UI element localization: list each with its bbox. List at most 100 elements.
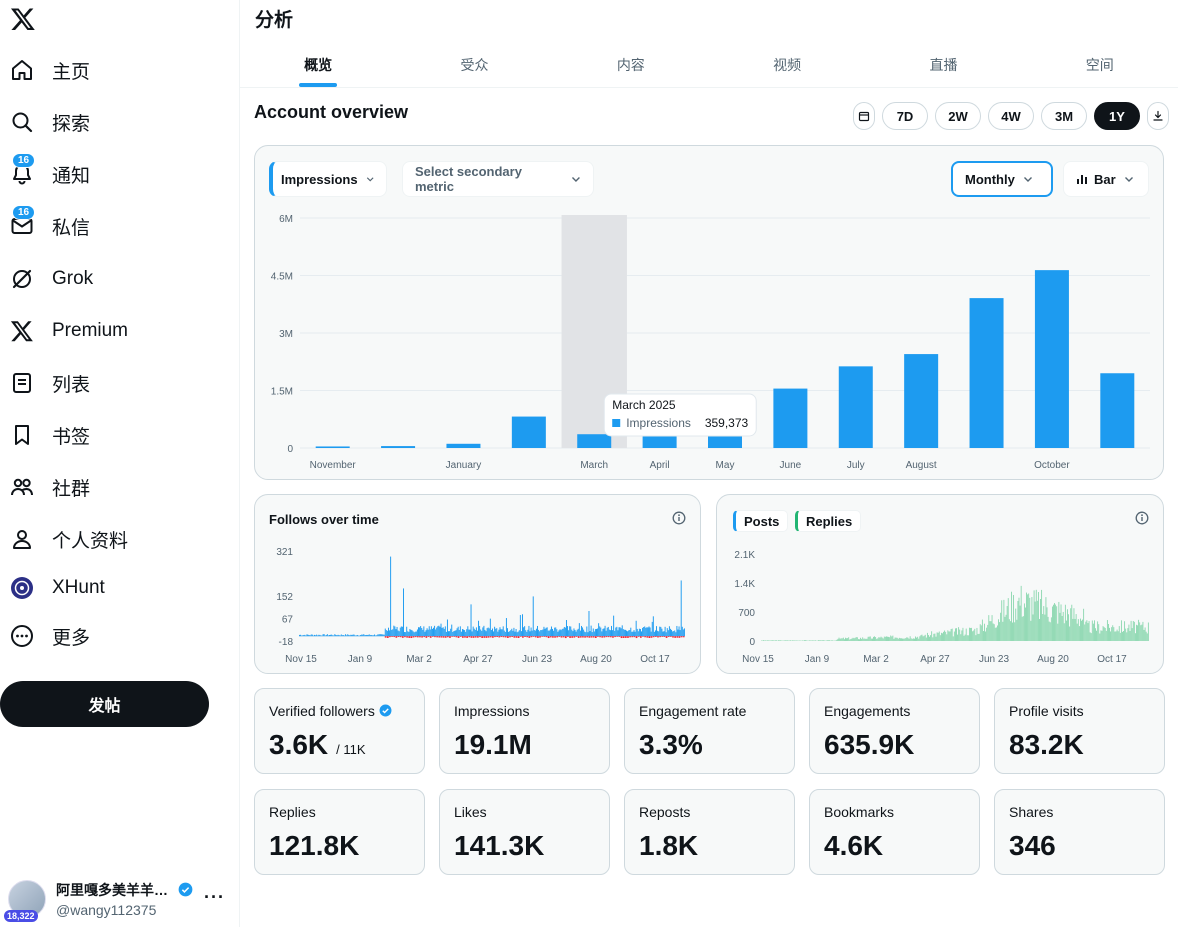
follows-bar [352, 634, 354, 637]
range-1y-button[interactable]: 1Y [1094, 102, 1140, 130]
info-icon[interactable] [1135, 511, 1149, 525]
follows-bar [458, 629, 460, 637]
legend-posts[interactable]: Posts [733, 510, 789, 532]
unfollows-bar [429, 636, 432, 638]
replies-bar [1068, 614, 1069, 641]
tab-content[interactable]: 内容 [616, 57, 645, 73]
unfollows-bar [667, 636, 670, 637]
follows-bar [565, 620, 567, 637]
granularity-dropdown[interactable]: Monthly [951, 161, 1053, 197]
tab-spaces[interactable]: 空间 [1085, 57, 1114, 73]
stat-engagements[interactable]: Engagements 635.9K [809, 688, 980, 774]
download-button[interactable] [1147, 102, 1169, 130]
range-3m-button[interactable]: 3M [1041, 102, 1087, 130]
follows-bar [418, 627, 419, 637]
range-7d-button[interactable]: 7D [882, 102, 928, 130]
follows-bar [489, 618, 491, 637]
follows-bar [494, 626, 496, 637]
x-logo-icon[interactable] [10, 6, 36, 32]
stat-verified-followers[interactable]: Verified followers 3.6K / 11K [254, 688, 425, 774]
legend-replies[interactable]: Replies [795, 510, 862, 532]
range-2w-button[interactable]: 2W [935, 102, 981, 130]
unfollows-bar [515, 636, 518, 638]
follows-bar [649, 627, 651, 637]
follows-bar [501, 629, 503, 637]
unfollows-bar [571, 636, 574, 638]
replies-bar [1072, 618, 1074, 641]
stat-impressions[interactable]: Impressions 19.1M [439, 688, 610, 774]
replies-bar [820, 640, 822, 641]
stat-reposts[interactable]: Reposts 1.8K [624, 789, 795, 875]
replies-bar [935, 636, 937, 641]
nav-notifications[interactable]: 16 通知 [0, 152, 90, 196]
follows-bar [594, 629, 596, 637]
follows-bar [618, 627, 620, 637]
stat-bookmarks[interactable]: Bookmarks 4.6K [809, 789, 980, 875]
follows-bar [592, 628, 594, 637]
replies-bar [1097, 621, 1099, 641]
unfollows-bar [526, 636, 529, 638]
follows-bar [587, 632, 589, 637]
primary-metric-dropdown[interactable]: Impressions [269, 161, 387, 197]
nav-home[interactable]: 主页 [0, 48, 90, 92]
follows-bar [471, 631, 473, 637]
tab-audience[interactable]: 受众 [460, 57, 489, 73]
replies-bar [1004, 616, 1006, 641]
replies-bar [804, 640, 805, 641]
range-4w-button[interactable]: 4W [988, 102, 1034, 130]
stat-profile-visits[interactable]: Profile visits 83.2K [994, 688, 1165, 774]
account-more-icon[interactable]: ··· [204, 887, 225, 907]
unfollows-bar [657, 636, 659, 638]
stat-engagement-rate[interactable]: Engagement rate 3.3% [624, 688, 795, 774]
account-switcher[interactable]: 18,322 阿里嘎多美羊羊… @wangy112375 ··· [4, 875, 233, 923]
nav-more[interactable]: 更多 [0, 614, 90, 658]
stat-likes[interactable]: Likes 141.3K [439, 789, 610, 875]
stat-value: 3.3% [639, 729, 703, 760]
follows-bar [344, 635, 345, 637]
calendar-button[interactable] [853, 102, 875, 130]
follows-bar [487, 627, 489, 637]
unfollows-bar [453, 636, 456, 637]
nav-grok[interactable]: Grok [0, 257, 93, 301]
unfollows-bar [492, 636, 494, 638]
replies-bar [943, 631, 944, 641]
replies-bar [1071, 604, 1073, 641]
replies-bar [979, 624, 981, 641]
nav-profile[interactable]: 个人资料 [0, 517, 128, 561]
unfollows-bar [637, 636, 640, 637]
replies-bar [1108, 623, 1109, 641]
replies-bar [786, 640, 788, 641]
replies-bar [1062, 611, 1064, 641]
nav-lists[interactable]: 列表 [0, 361, 90, 405]
follows-bar [537, 625, 538, 637]
unfollows-bar [483, 636, 486, 638]
follows-bar [408, 631, 410, 637]
nav-explore[interactable]: 探索 [0, 100, 90, 144]
tab-video[interactable]: 视频 [773, 57, 802, 73]
follows-bar [514, 631, 516, 637]
nav-premium[interactable]: Premium [0, 309, 128, 353]
page-title: 分析 [255, 10, 294, 31]
nav-xhunt[interactable]: XHunt [0, 566, 105, 610]
nav-communities[interactable]: 社群 [0, 465, 90, 509]
follows-bar [560, 630, 562, 637]
unfollows-bar [399, 636, 402, 638]
post-button[interactable]: 发帖 [0, 681, 209, 727]
follows-bar [532, 596, 534, 637]
analytics-tabs: 概览 受众 内容 视频 直播 空间 [240, 44, 1178, 88]
info-icon[interactable] [672, 511, 686, 525]
replies-bar [1115, 631, 1117, 641]
nav-bookmarks[interactable]: 书签 [0, 413, 90, 457]
chart-type-dropdown[interactable]: Bar [1063, 161, 1149, 197]
nav-messages[interactable]: 16 私信 [0, 204, 90, 248]
tab-live[interactable]: 直播 [929, 57, 958, 73]
stat-replies[interactable]: Replies 121.8K [254, 789, 425, 875]
follows-bar [393, 625, 395, 637]
replies-bar [826, 640, 828, 641]
tab-overview[interactable]: 概览 [240, 44, 396, 87]
stat-shares[interactable]: Shares 346 [994, 789, 1165, 875]
secondary-metric-dropdown[interactable]: Select secondary metric [402, 161, 594, 197]
replies-bar [855, 637, 857, 641]
follows-bar [390, 556, 392, 637]
follows-bar [375, 635, 377, 637]
